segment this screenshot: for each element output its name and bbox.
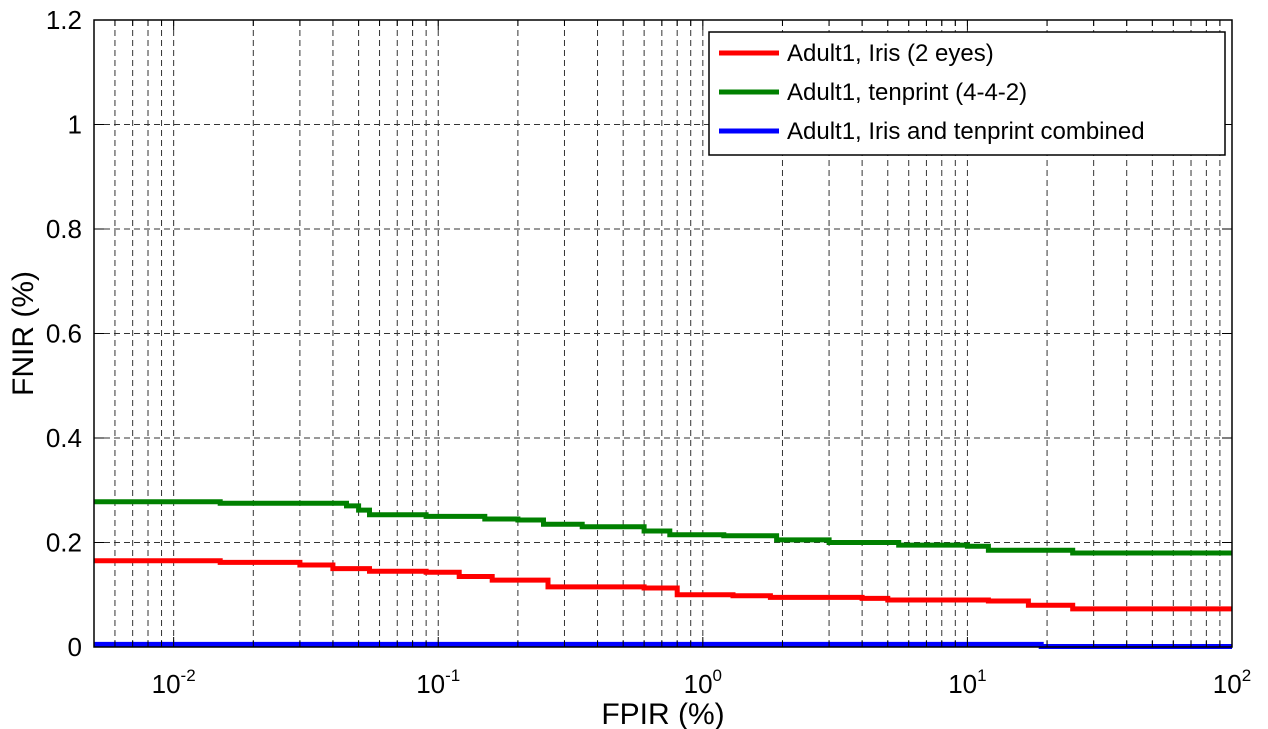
x-tick-label: 10-2 — [152, 666, 196, 699]
series-line-1 — [94, 558, 1232, 612]
x-tick-label: 100 — [684, 666, 722, 699]
x-tick-labels: 10-2 10-1 100 101 102 — [152, 666, 1252, 699]
x-tick-label: 10-1 — [416, 666, 460, 699]
y-tick-labels: 0 0.2 0.4 0.6 0.8 1 1.2 — [46, 5, 82, 662]
grid — [94, 20, 1232, 647]
legend-label-1: Adult1, Iris (2 eyes) — [787, 40, 994, 67]
y-tick-label: 1 — [68, 110, 82, 140]
y-tick-label: 0 — [68, 632, 82, 662]
y-tick-label: 0.4 — [46, 423, 82, 453]
series-line-3 — [94, 641, 1232, 649]
series-group — [94, 499, 1232, 649]
legend-label-3: Adult1, Iris and tenprint combined — [787, 118, 1145, 145]
y-tick-label: 0.2 — [46, 528, 82, 558]
legend-label-2: Adult1, tenprint (4-4-2) — [787, 79, 1027, 106]
tick-marks — [94, 19, 1232, 648]
series-line-2 — [94, 499, 1232, 556]
y-tick-label: 1.2 — [46, 5, 82, 35]
x-axis-label: FPIR (%) — [601, 698, 724, 729]
x-tick-label: 101 — [948, 666, 986, 699]
x-tick-label: 102 — [1213, 666, 1251, 699]
y-tick-label: 0.8 — [46, 214, 82, 244]
legend-box — [708, 31, 1226, 156]
y-axis-label: FNIR (%) — [7, 271, 40, 396]
legend: Adult1, Iris (2 eyes) Adult1, tenprint (4… — [708, 31, 1226, 156]
y-tick-label: 0.6 — [46, 319, 82, 349]
